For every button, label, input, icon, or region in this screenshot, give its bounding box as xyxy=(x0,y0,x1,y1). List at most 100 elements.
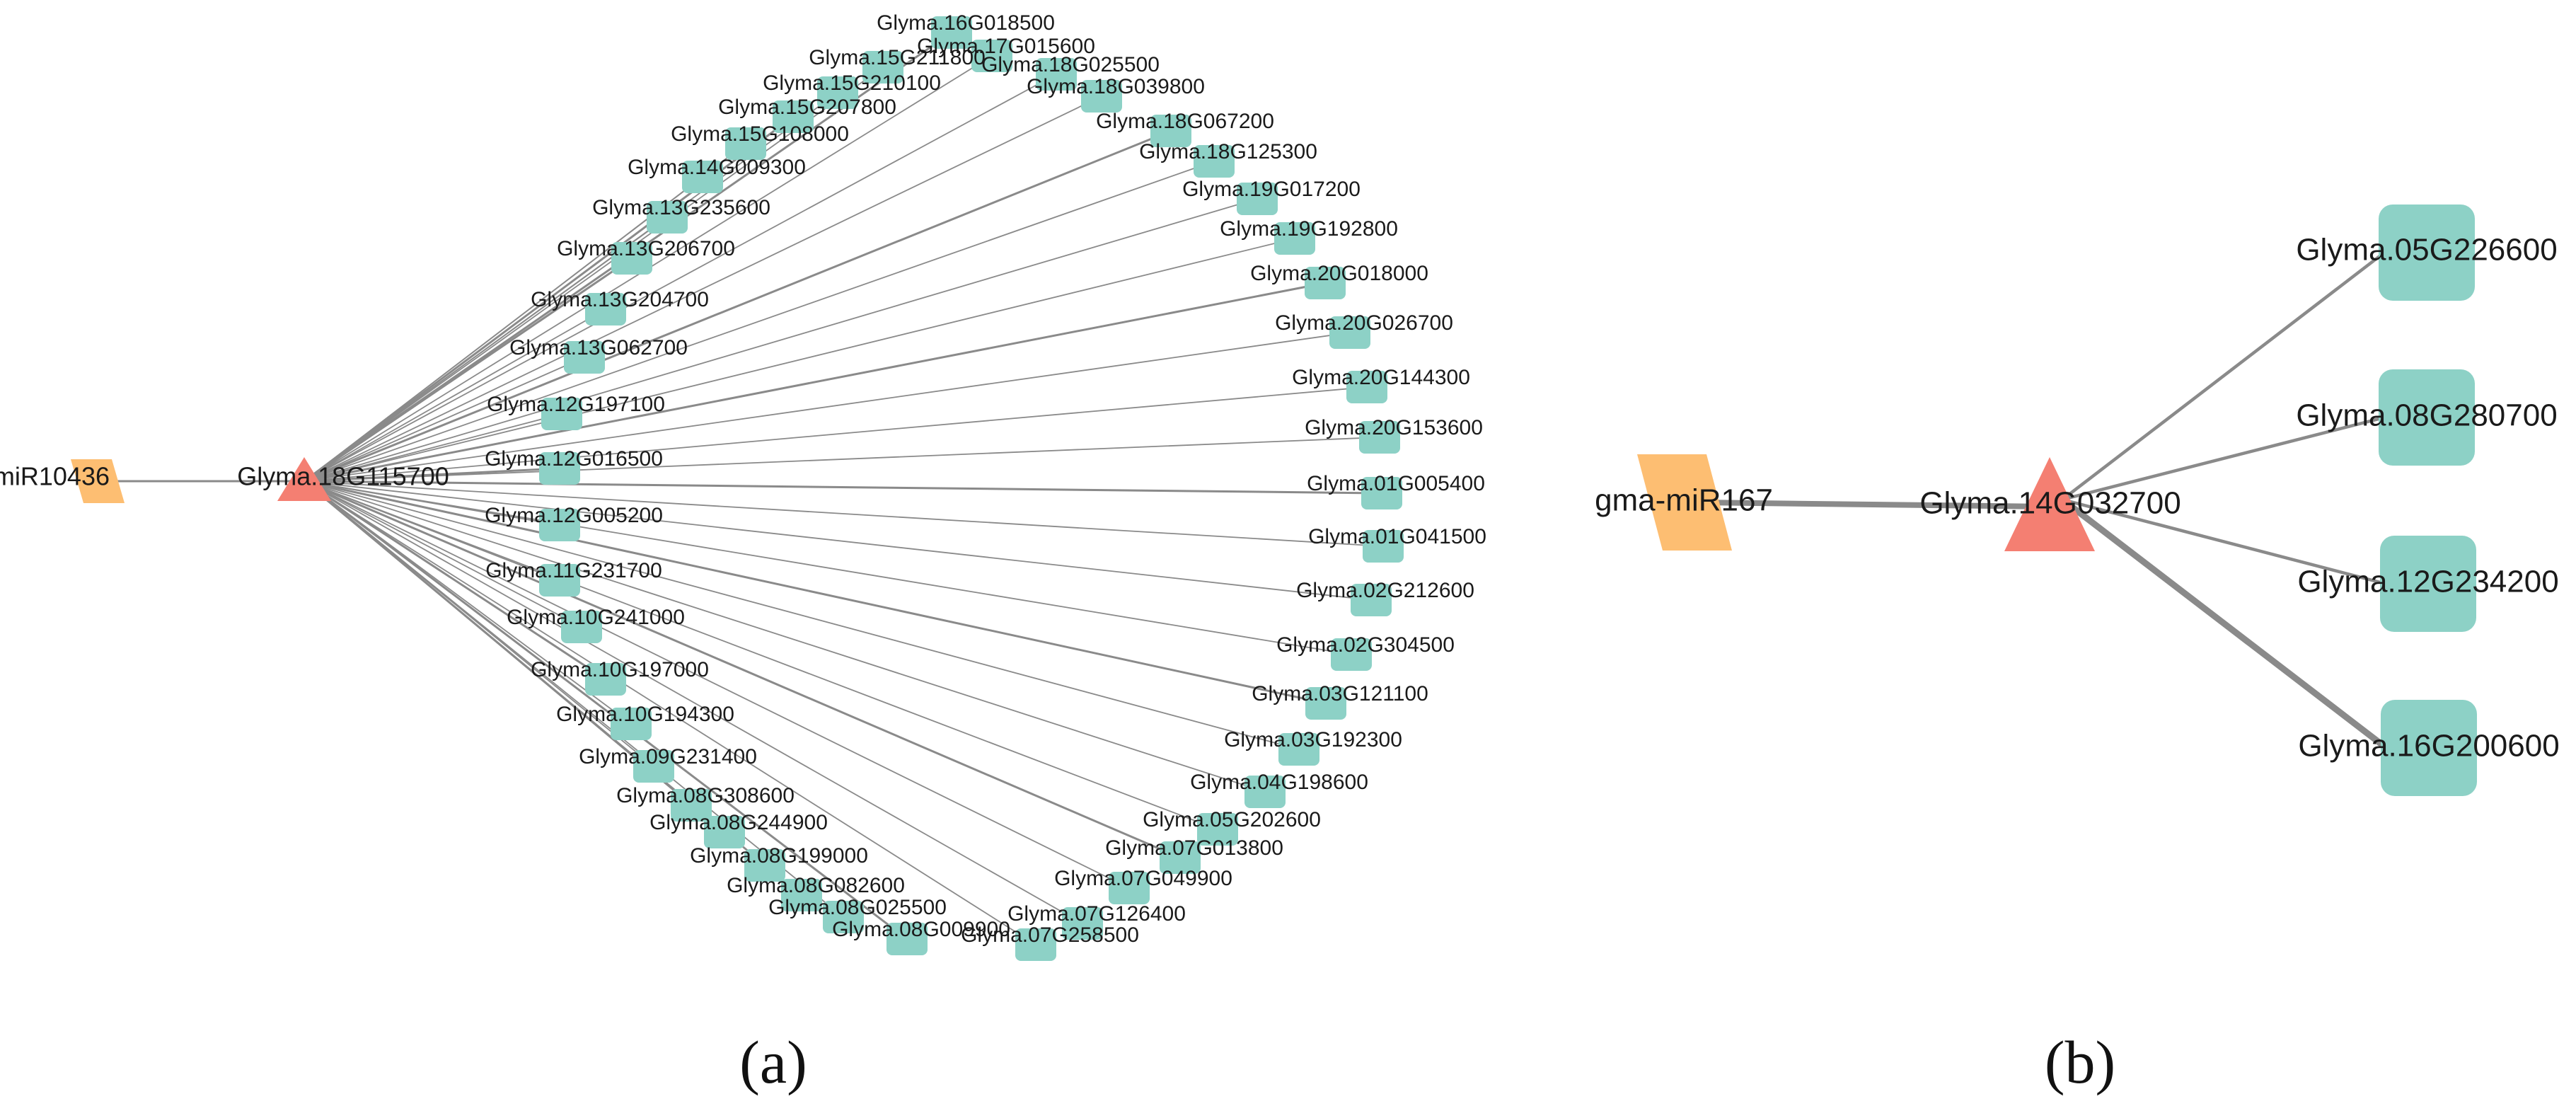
target-label-Glyma.19G017200: Glyma.19G017200 xyxy=(1182,178,1361,201)
target-label-Glyma.20G153600: Glyma.20G153600 xyxy=(1305,416,1483,439)
edge-a-Glyma.01G005400 xyxy=(303,480,1383,495)
target-node-Glyma.20G018000 xyxy=(1305,267,1346,299)
target-node-Glyma.08G025500 xyxy=(823,901,864,933)
target-node-Glyma.12G234200 xyxy=(2380,536,2476,632)
panel-a-labels: Glyma.16G018500Glyma.17G015600Glyma.18G0… xyxy=(0,11,1486,947)
panel-b-labels: Glyma.05G226600 Glyma.08G280700 Glyma.12G2… xyxy=(1595,233,2560,764)
target-node-Glyma.08G280700 xyxy=(2379,369,2475,466)
edge-a-Glyma.19G017200 xyxy=(304,198,1258,482)
target-label-Glyma.07G049900: Glyma.07G049900 xyxy=(1054,867,1232,890)
mirna-label-b: gma-miR167 xyxy=(1595,483,1773,518)
edge-a-Glyma.10G241000 xyxy=(304,480,582,628)
target-label-Glyma.08G009900: Glyma.08G009900 xyxy=(832,918,1010,941)
edge-a-Glyma.11G231700 xyxy=(304,480,560,581)
target-label-Glyma.18G039800: Glyma.18G039800 xyxy=(1027,75,1205,98)
target-label-Glyma.17G015600: Glyma.17G015600 xyxy=(917,35,1095,58)
target-node-Glyma.20G153600 xyxy=(1359,421,1400,454)
target-node-Glyma.15G207800 xyxy=(773,100,814,133)
hub-label-a: Glyma.18G115700 xyxy=(237,462,449,491)
target-label-Glyma.13G204700: Glyma.13G204700 xyxy=(531,288,709,311)
edge-a-Glyma.15G211800 xyxy=(304,67,884,482)
target-label-Glyma.12G005200: Glyma.12G005200 xyxy=(485,504,663,527)
target-label-Glyma.08G280700: Glyma.08G280700 xyxy=(2296,398,2557,433)
edge-a-Glyma.10G197000 xyxy=(303,480,607,681)
target-label-Glyma.20G018000: Glyma.20G018000 xyxy=(1250,262,1428,285)
panel-a-network: Glyma.16G018500Glyma.17G015600Glyma.18G0… xyxy=(0,11,1486,961)
target-label-Glyma.07G126400: Glyma.07G126400 xyxy=(1007,902,1186,926)
target-node-Glyma.03G192300 xyxy=(1278,733,1319,766)
target-node-Glyma.13G235600 xyxy=(647,201,688,234)
edge-b-Glyma.12G234200 xyxy=(2060,497,2388,586)
edge-a-Glyma.07G049900 xyxy=(304,480,1130,889)
target-label-Glyma.08G244900: Glyma.08G244900 xyxy=(649,811,828,834)
edge-a-Glyma.18G067200 xyxy=(303,129,1172,483)
target-node-Glyma.01G005400 xyxy=(1361,477,1402,509)
panel-b-edges xyxy=(1695,250,2390,751)
target-label-Glyma.15G108000: Glyma.15G108000 xyxy=(671,122,849,146)
target-label-Glyma.15G210100: Glyma.15G210100 xyxy=(763,71,941,95)
target-node-Glyma.13G204700 xyxy=(585,293,626,326)
edge-b-Glyma.16G200600 xyxy=(2059,496,2390,751)
target-label-Glyma.07G258500: Glyma.07G258500 xyxy=(961,923,1139,947)
edge-a-Glyma.20G026700 xyxy=(304,332,1351,482)
target-label-Glyma.08G308600: Glyma.08G308600 xyxy=(616,784,795,807)
edge-a-Glyma.08G009900 xyxy=(303,480,908,940)
target-label-Glyma.16G018500: Glyma.16G018500 xyxy=(877,11,1055,35)
edge-a-Glyma.10G194300 xyxy=(304,480,632,725)
edge-b-Glyma.05G226600 xyxy=(2060,250,2386,502)
edge-a-Glyma.04G198600 xyxy=(304,480,1266,793)
edge-a-Glyma.12G005200 xyxy=(304,480,560,526)
target-label-Glyma.18G025500: Glyma.18G025500 xyxy=(981,53,1160,76)
edge-a-Glyma.01G041500 xyxy=(304,480,1384,547)
target-node-Glyma.09G231400 xyxy=(633,750,674,783)
target-node-Glyma.11G231700 xyxy=(539,564,580,597)
target-label-Glyma.08G199000: Glyma.08G199000 xyxy=(690,844,868,868)
target-label-Glyma.10G241000: Glyma.10G241000 xyxy=(507,606,685,629)
target-node-Glyma.13G062700 xyxy=(564,341,605,374)
target-node-Glyma.02G304500 xyxy=(1331,638,1372,671)
edge-a-Glyma.13G204700 xyxy=(304,309,606,482)
target-label-Glyma.15G207800: Glyma.15G207800 xyxy=(718,96,896,119)
target-node-Glyma.03G121100 xyxy=(1305,687,1346,720)
edge-a-Glyma.20G018000 xyxy=(303,282,1327,483)
mirna-node-a xyxy=(71,459,125,503)
target-node-Glyma.19G192800 xyxy=(1274,222,1315,255)
target-label-Glyma.02G212600: Glyma.02G212600 xyxy=(1296,579,1474,602)
target-node-Glyma.08G244900 xyxy=(704,816,745,848)
edge-a-Glyma.12G197100 xyxy=(304,413,562,482)
target-label-Glyma.08G082600: Glyma.08G082600 xyxy=(727,874,905,897)
target-node-Glyma.16G200600 xyxy=(2381,700,2477,796)
target-node-Glyma.18G025500 xyxy=(1036,58,1077,91)
panel-a-nodes xyxy=(71,16,1404,961)
edge-a-Glyma.18G125300 xyxy=(304,161,1215,482)
target-node-Glyma.07G258500 xyxy=(1015,928,1056,961)
edge-b-Glyma.08G280700 xyxy=(2060,415,2386,502)
target-node-Glyma.08G009900 xyxy=(886,923,928,955)
panel-b-nodes xyxy=(1637,205,2477,796)
edge-a-Glyma.05G202600 xyxy=(304,480,1218,830)
target-node-Glyma.12G016500 xyxy=(539,452,580,485)
target-label-Glyma.14G009300: Glyma.14G009300 xyxy=(628,156,806,179)
target-node-Glyma.12G005200 xyxy=(539,509,580,541)
target-label-Glyma.10G194300: Glyma.10G194300 xyxy=(556,703,734,726)
target-node-Glyma.05G202600 xyxy=(1197,813,1238,846)
target-node-Glyma.07G013800 xyxy=(1160,841,1201,874)
target-node-Glyma.13G206700 xyxy=(611,242,652,275)
target-node-Glyma.10G241000 xyxy=(561,611,602,643)
edge-a-Glyma.03G192300 xyxy=(304,480,1300,750)
hub-label-b: Glyma.14G032700 xyxy=(1919,486,2181,521)
target-node-Glyma.05G226600 xyxy=(2379,205,2475,301)
target-node-Glyma.15G210100 xyxy=(817,76,858,109)
target-node-Glyma.15G211800 xyxy=(862,51,903,83)
target-label-Glyma.18G067200: Glyma.18G067200 xyxy=(1096,110,1274,133)
target-label-Glyma.18G125300: Glyma.18G125300 xyxy=(1139,140,1317,163)
target-label-Glyma.08G025500: Glyma.08G025500 xyxy=(768,896,947,919)
target-label-Glyma.20G026700: Glyma.20G026700 xyxy=(1275,311,1453,335)
target-label-Glyma.05G226600: Glyma.05G226600 xyxy=(2296,233,2557,267)
hub-node-b xyxy=(2004,457,2095,551)
target-node-Glyma.10G197000 xyxy=(585,663,626,696)
target-node-Glyma.18G067200 xyxy=(1150,115,1191,147)
edge-a-Glyma.18G039800 xyxy=(304,96,1102,482)
target-node-Glyma.15G108000 xyxy=(725,127,766,160)
